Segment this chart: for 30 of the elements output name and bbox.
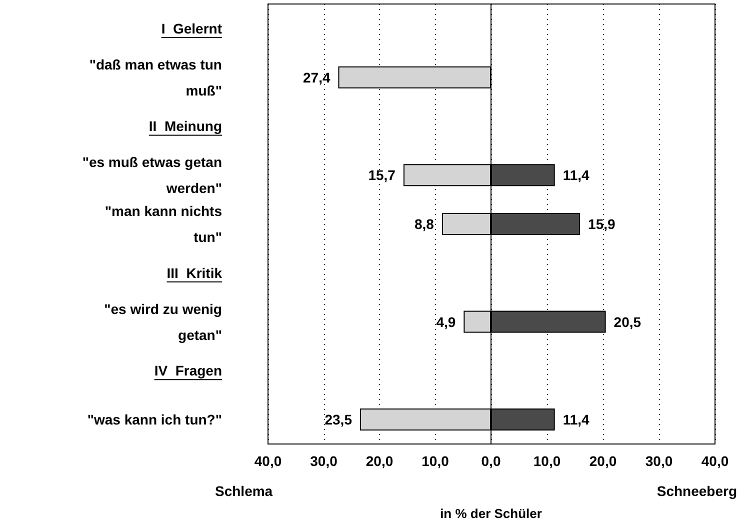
y-tick-label: "es muß etwas getan werden" [82, 154, 222, 196]
data-label: 4,9 [436, 314, 456, 330]
x-tick-label: 10,0 [533, 453, 561, 469]
y-tick-label: "man kann nichts tun" [104, 203, 222, 245]
x-tick-label: 0,0 [481, 453, 501, 469]
y-tick-label: "es wird zu wenig getan" [104, 300, 222, 343]
data-label: 8,8 [414, 216, 434, 232]
data-label: 15,7 [368, 167, 396, 184]
x-tick-label: 40,0 [254, 453, 282, 469]
x-tick-label: 20,0 [366, 453, 394, 469]
x-axis-title: Schlema [215, 483, 273, 499]
y-tick-label: III Kritik [166, 264, 222, 281]
x-tick-label: 30,0 [645, 453, 673, 469]
y-tick-label: "daß man etwas tun muß" [89, 56, 222, 98]
text: in % der Schüler [440, 506, 542, 521]
x-tick-label: 30,0 [310, 453, 338, 469]
x-tick-label: 40,0 [701, 453, 729, 469]
x-tick-label: 20,0 [589, 453, 617, 469]
y-tick-label: I Gelernt [161, 20, 222, 36]
y-tick-label: II Meinung [148, 118, 222, 134]
x-tick-label: 10,0 [422, 453, 450, 469]
data-label: 20,5 [614, 314, 642, 330]
data-label: 27,4 [302, 69, 330, 86]
data-label: 15,9 [588, 216, 616, 232]
y-tick-label: IV Fragen [154, 362, 222, 379]
y-tick-label: "was kann ich tun?" [87, 412, 222, 428]
x-axis-title: Schneeberg [656, 483, 737, 499]
data-label: 11,4 [562, 167, 590, 184]
data-label: 23,5 [324, 412, 352, 428]
data-label: 11,4 [562, 412, 590, 428]
